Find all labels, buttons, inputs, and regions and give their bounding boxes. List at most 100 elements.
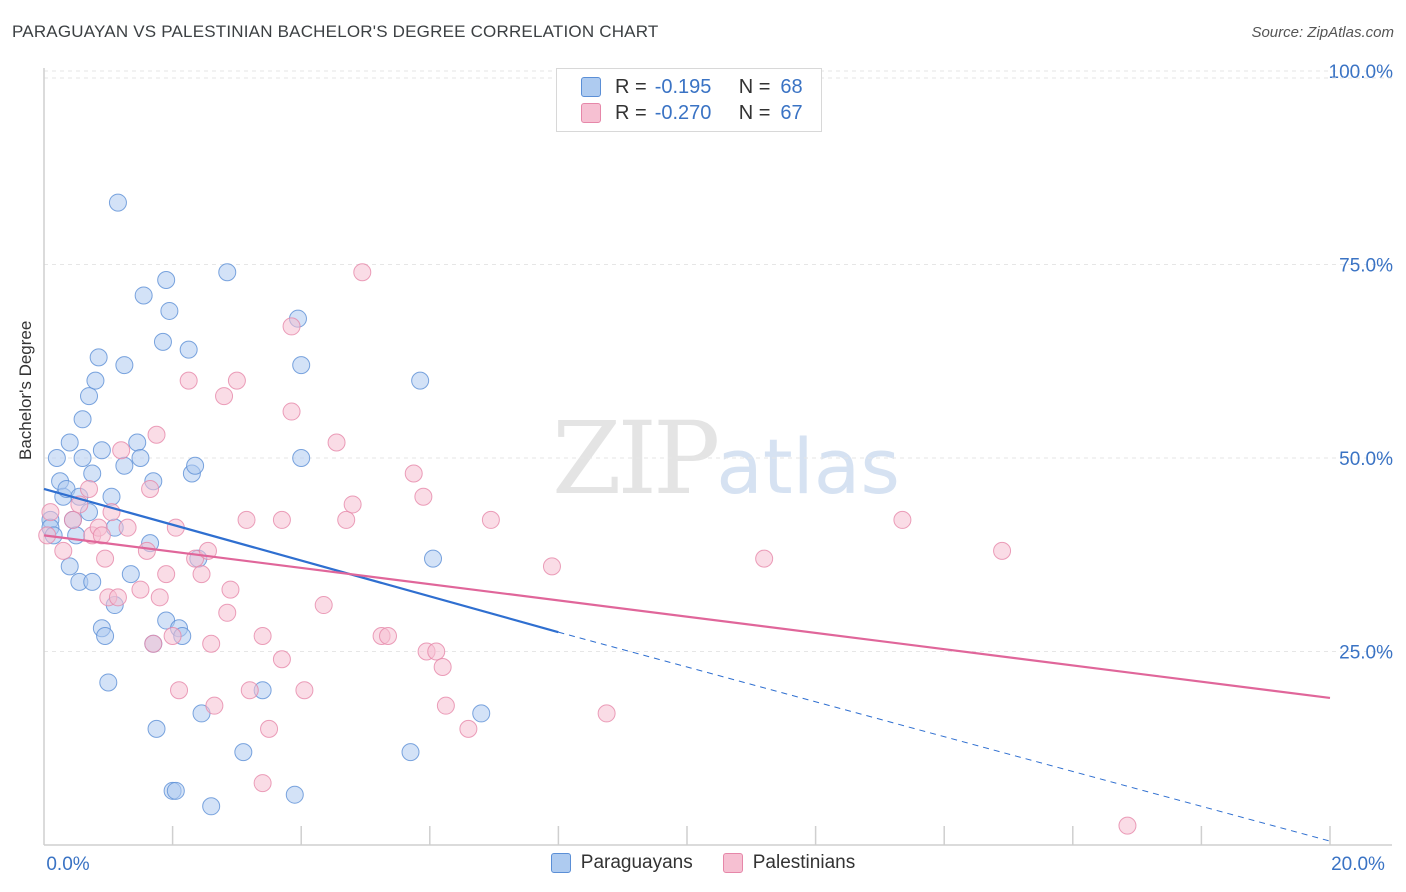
paraguayan-point [47, 449, 66, 467]
palestinian-point [179, 371, 198, 390]
palestinian-point [272, 510, 291, 529]
palestinian-point [542, 557, 561, 576]
palestinian-point [253, 774, 272, 793]
palestinian-point [80, 479, 99, 498]
paraguayan-point [102, 487, 121, 506]
paraguayan-point [115, 356, 134, 375]
paraguayan-point [73, 410, 92, 429]
palestinian-point [272, 650, 291, 669]
paraguayan-point [134, 286, 153, 305]
paraguayan-point [83, 572, 102, 591]
paraguayan-point [115, 456, 134, 475]
legend-swatch-pink [722, 853, 743, 873]
series-legend: Paraguayans Palestinians [0, 852, 1406, 874]
paraguayan-point [96, 627, 115, 646]
palestinian-point [237, 510, 256, 529]
palestinian-point [436, 696, 455, 715]
palestinian-point [170, 681, 189, 700]
legend-r-label: R = [615, 75, 647, 98]
palestinian-point [260, 719, 279, 738]
palestinian-point [240, 681, 259, 700]
palestinian-point [314, 596, 333, 615]
x-tick-label: 20.0% [1331, 854, 1385, 875]
palestinian-point [192, 565, 211, 584]
paraguayan-point [292, 449, 311, 467]
y-tick-label: 50.0% [1339, 449, 1393, 470]
palestinian-point [131, 580, 150, 599]
paraguayan-point [99, 673, 118, 692]
legend-r-value: -0.195 [654, 75, 712, 98]
paraguayan-point [60, 433, 79, 452]
paraguayan-point [424, 549, 443, 568]
palestinian-point [92, 526, 111, 545]
paraguayan-point [92, 441, 111, 460]
palestinian-point [379, 627, 398, 646]
paraguayan-point [147, 719, 166, 738]
paraguayan-trend-extension [558, 631, 1331, 842]
legend-n-label: N = [738, 101, 771, 124]
paraguayan-point [292, 356, 311, 375]
palestinian-point [205, 696, 224, 715]
paraguayan-point [60, 557, 79, 576]
paraguayan-point [160, 301, 179, 320]
palestinian-point [112, 441, 131, 460]
paraguayan-point [86, 371, 105, 390]
paraguayan-point [202, 797, 221, 816]
legend-item-paraguayans[interactable]: Paraguayans [550, 852, 693, 874]
palestinian-point [221, 580, 240, 599]
palestinian-point [414, 487, 433, 506]
watermark-atlas: atlas [716, 422, 900, 511]
palestinian-point [295, 681, 314, 700]
source-label: Source: ZipAtlas.com [1251, 24, 1394, 41]
palestinian-point [202, 634, 221, 653]
palestinian-point [597, 704, 616, 723]
palestinian-point [63, 510, 82, 529]
paraguayan-point [401, 743, 420, 762]
x-tick-label: 0.0% [46, 854, 89, 875]
palestinian-point [137, 541, 156, 560]
paraguayan-point [472, 704, 491, 723]
palestinian-point [404, 464, 423, 483]
palestinian-point [337, 510, 356, 529]
paraguayan-point [186, 456, 205, 475]
legend-row-paraguayans: R = -0.195 N = 68 [581, 75, 803, 99]
paraguayan-point [121, 565, 140, 584]
legend-swatch-blue [550, 853, 571, 873]
palestinian-point [1118, 816, 1137, 835]
paraguayan-point [157, 270, 176, 289]
paraguayan-point [73, 449, 92, 467]
palestinian-point [282, 317, 301, 336]
legend-row-palestinians: R = -0.270 N = 67 [581, 101, 803, 125]
paraguayan-point [234, 743, 253, 762]
y-axis-label: Bachelor's Degree [16, 320, 35, 460]
palestinian-point [144, 634, 163, 653]
legend-item-palestinians[interactable]: Palestinians [722, 852, 855, 874]
palestinian-point [227, 371, 246, 390]
paraguayan-trend-line [43, 487, 559, 634]
legend-swatch-blue [581, 77, 601, 97]
palestinian-point [54, 541, 73, 560]
palestinian-point [253, 627, 272, 646]
palestinian-point [41, 503, 60, 522]
paraguayan-point [166, 781, 185, 800]
paraguayan-point [131, 449, 150, 467]
paraguayan-point [179, 340, 198, 359]
palestinian-point [215, 387, 234, 406]
correlation-legend: R = -0.195 N = 68 R = -0.270 N = 67 [556, 68, 822, 132]
palestinian-point [147, 425, 166, 444]
legend-label-paraguayans: Paraguayans [580, 852, 693, 873]
palestinian-point [163, 627, 182, 646]
palestinian-point [433, 657, 452, 676]
paraguayan-point [67, 526, 86, 545]
palestinian-point [150, 588, 169, 607]
palestinian-point [118, 518, 137, 537]
palestinian-point [755, 549, 774, 568]
palestinian-point [353, 263, 372, 282]
palestinian-point [108, 588, 127, 607]
palestinian-point [327, 433, 346, 452]
palestinian-point [893, 510, 912, 529]
palestinian-point [459, 719, 478, 738]
palestinian-point [481, 510, 500, 529]
y-tick-label: 25.0% [1339, 643, 1393, 664]
